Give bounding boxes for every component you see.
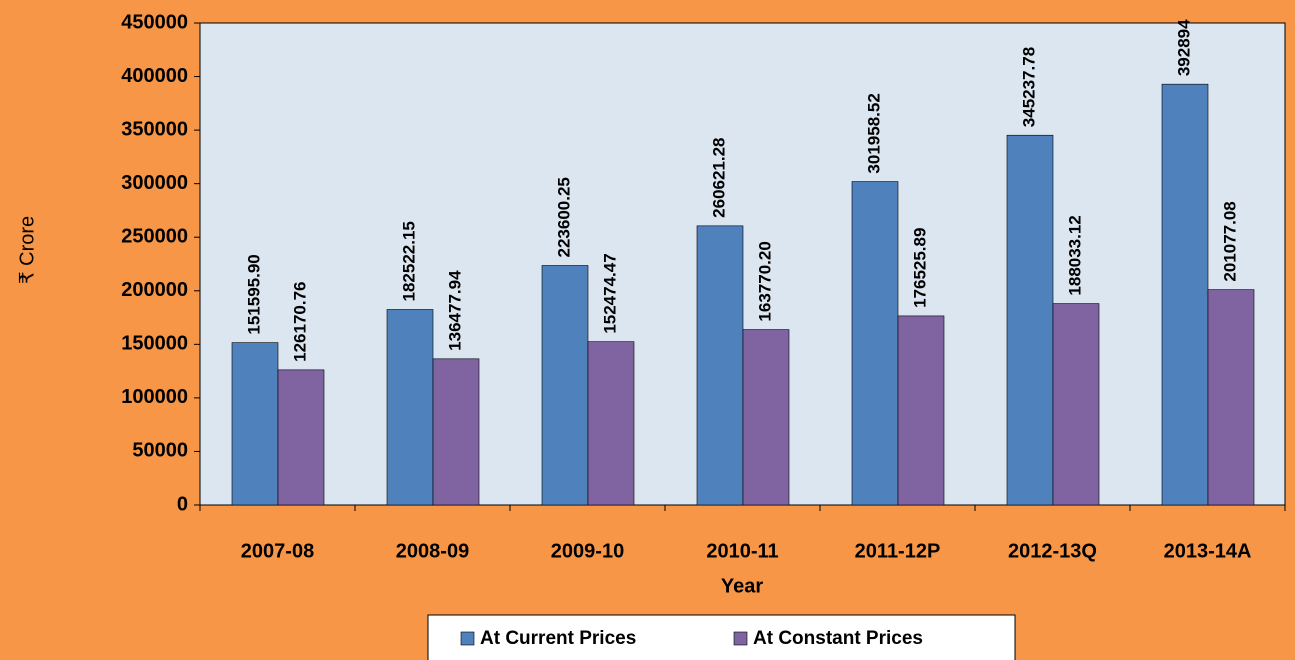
bar [541, 265, 589, 506]
legend-swatch [733, 631, 748, 646]
x-tick-label: 2010-11 [706, 540, 778, 562]
bar [1052, 303, 1100, 506]
y-tick-label: 300000 [121, 172, 188, 194]
value-label: 151595.90 [244, 254, 263, 334]
y-tick-label: 400000 [121, 65, 188, 87]
value-label: 201077.08 [1220, 201, 1239, 281]
value-label: 126170.76 [290, 281, 309, 361]
bar [432, 358, 480, 506]
bar [587, 341, 635, 506]
x-tick-label: 2013-14A [1164, 540, 1252, 562]
x-tick-label: 2007-08 [241, 540, 314, 562]
legend-label: At Constant Prices [753, 628, 923, 649]
bar [851, 181, 899, 506]
bar [696, 225, 744, 506]
y-tick-label: 450000 [121, 11, 188, 33]
value-label: 260621.28 [709, 137, 728, 217]
x-tick-label: 2011-12P [855, 540, 941, 562]
value-label: 152474.47 [600, 253, 619, 333]
y-axis-title: ₹ Crore [16, 216, 38, 284]
x-tick-label: 2009-10 [551, 540, 624, 562]
legend-box [427, 614, 1016, 660]
bar [742, 329, 790, 506]
x-axis-title: Year [721, 575, 763, 597]
value-label: 301958.52 [864, 93, 883, 173]
value-label: 163770.20 [755, 241, 774, 321]
value-label: 188033.12 [1065, 215, 1084, 295]
value-label: 392894 [1174, 19, 1193, 76]
y-tick-label: 100000 [121, 386, 188, 408]
value-label: 136477.94 [445, 270, 464, 351]
bar [897, 315, 945, 506]
bar [386, 309, 434, 506]
bar [277, 369, 325, 506]
y-tick-label: 350000 [121, 118, 188, 140]
bar [1006, 134, 1054, 506]
bar [1207, 289, 1255, 506]
y-tick-label: 150000 [121, 333, 188, 355]
x-tick-label: 2008-09 [396, 540, 469, 562]
value-label: 223600.25 [554, 177, 573, 257]
bar [1161, 83, 1209, 506]
y-tick-label: 200000 [121, 279, 188, 301]
y-tick-label: 0 [177, 493, 188, 515]
value-label: 176525.89 [910, 228, 929, 308]
y-tick-label: 50000 [132, 440, 188, 462]
value-label: 345237.78 [1019, 47, 1038, 127]
legend-swatch [460, 631, 475, 646]
legend-label: At Current Prices [480, 628, 636, 649]
y-tick-label: 250000 [121, 226, 188, 248]
x-tick-label: 2012-13Q [1008, 540, 1097, 562]
bar [231, 342, 279, 506]
value-label: 182522.15 [399, 221, 418, 301]
